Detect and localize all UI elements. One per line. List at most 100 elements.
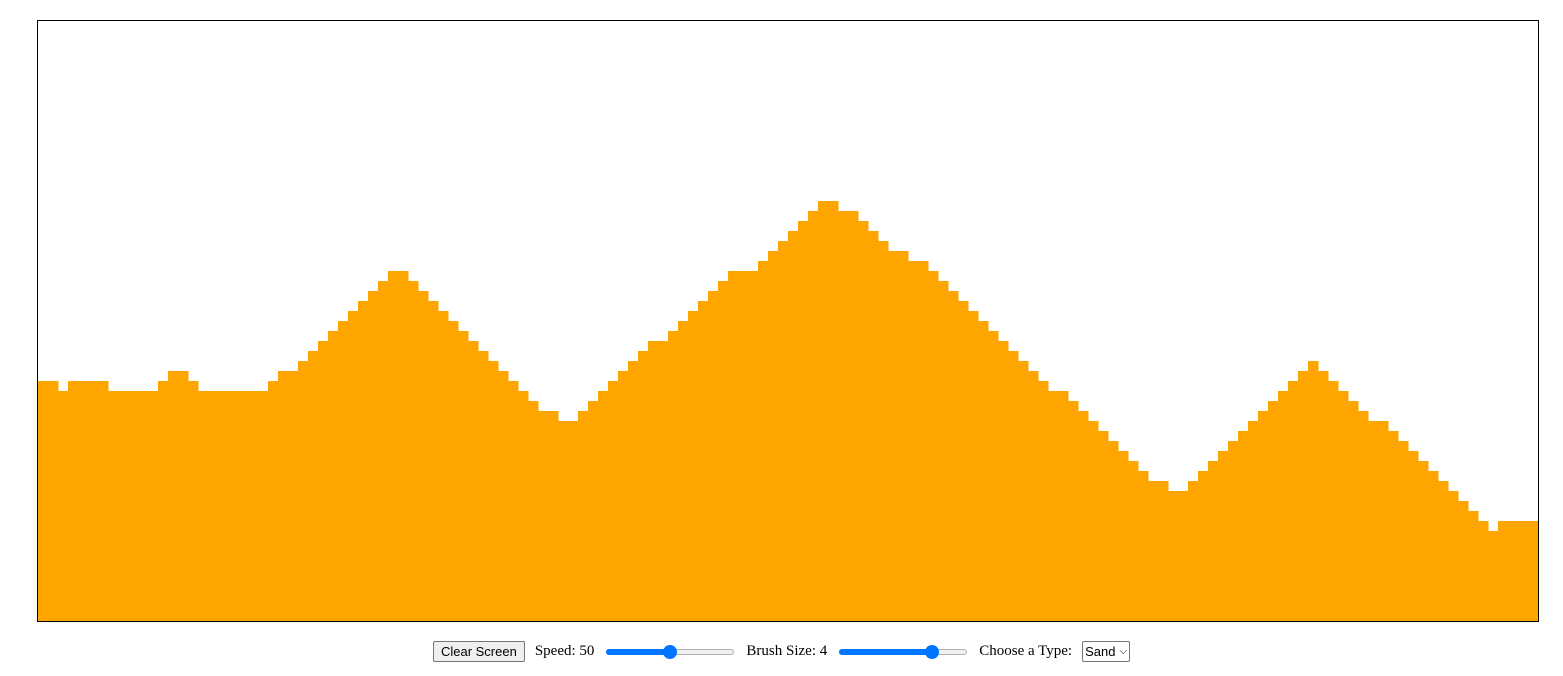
brush-size-slider[interactable] (839, 643, 968, 659)
sand-column (668, 331, 679, 621)
sand-column (1318, 371, 1329, 621)
sand-column (608, 381, 619, 621)
sand-canvas[interactable] (37, 20, 1539, 622)
sand-column (298, 361, 309, 621)
sand-column (178, 371, 189, 621)
sand-column (428, 301, 439, 621)
sand-column (1408, 451, 1419, 621)
sand-column (1248, 421, 1259, 621)
sand-column (638, 351, 649, 621)
sand-column (998, 341, 1009, 621)
sand-column (618, 371, 629, 621)
sand-column (208, 391, 219, 621)
sand-column (1468, 511, 1479, 621)
sand-column (818, 201, 829, 621)
sand-column (1518, 521, 1529, 621)
sand-column (968, 311, 979, 621)
sand-column (978, 321, 989, 621)
sand-column (1088, 421, 1099, 621)
sand-column (118, 391, 129, 621)
sand-column (708, 291, 719, 621)
sand-column (498, 371, 509, 621)
sand-column (1308, 361, 1319, 621)
sand-column (1368, 421, 1379, 621)
sand-column (948, 291, 959, 621)
sand-column (848, 211, 859, 621)
sand-column (578, 411, 589, 621)
sand-column (288, 371, 299, 621)
sand-column (758, 261, 769, 621)
sand-column (268, 381, 279, 621)
sand-column (1228, 441, 1239, 621)
sand-column (878, 241, 889, 621)
sand-column (48, 381, 59, 621)
sand-column (598, 391, 609, 621)
sand-column (1298, 371, 1309, 621)
sand-column (1358, 411, 1369, 621)
sand-column (1048, 391, 1059, 621)
sand-column (1238, 431, 1249, 621)
sand-column (158, 381, 169, 621)
sand-column (508, 381, 519, 621)
sand-column (1118, 451, 1129, 621)
sand-column (1288, 381, 1299, 621)
sand-column (568, 421, 579, 621)
sand-column (918, 261, 929, 621)
sand-column (1158, 481, 1169, 621)
sand-column (588, 401, 599, 621)
sand-column (1008, 351, 1019, 621)
sand-column (358, 301, 369, 621)
sand-column (1348, 401, 1359, 621)
sand-column (328, 331, 339, 621)
sand-column (88, 381, 99, 621)
sand-column (1488, 531, 1499, 621)
sand-column (728, 271, 739, 621)
sand-column (1108, 441, 1119, 621)
sand-column (248, 391, 259, 621)
sand-column (788, 231, 799, 621)
clear-screen-button[interactable]: Clear Screen (432, 640, 525, 662)
sand-column (1028, 371, 1039, 621)
sand-column (458, 331, 469, 621)
sand-column (898, 251, 909, 621)
sand-column (858, 221, 869, 621)
sand-canvas-drawing[interactable] (38, 21, 1538, 621)
sand-column (1078, 411, 1089, 621)
sand-column (388, 271, 399, 621)
brush-size-label: Brush Size: 4 (746, 642, 828, 659)
sand-column (828, 201, 839, 621)
sand-column (938, 281, 949, 621)
sand-column (658, 341, 669, 621)
sand-column (138, 391, 149, 621)
sand-column (1328, 381, 1339, 621)
sand-column (318, 341, 329, 621)
sand-column (1068, 401, 1079, 621)
type-select[interactable]: Sand ⌵ (1082, 640, 1131, 662)
sand-column (718, 281, 729, 621)
sand-column (308, 351, 319, 621)
speed-slider-thumb[interactable] (663, 645, 678, 659)
sand-column (398, 271, 409, 621)
sand-column (1428, 471, 1439, 621)
sand-column (1018, 361, 1029, 621)
sand-column (798, 221, 809, 621)
sand-column (1038, 381, 1049, 621)
sand-column (1268, 401, 1279, 621)
sand-column (488, 361, 499, 621)
control-bar: Clear Screen Speed: 50 Brush Size: 4 Cho… (0, 638, 1563, 664)
sand-column (768, 251, 779, 621)
speed-slider[interactable] (606, 643, 735, 659)
sand-column (958, 301, 969, 621)
sand-column (628, 361, 639, 621)
sand-column (688, 311, 699, 621)
sand-column (338, 321, 349, 621)
sand-column (1448, 491, 1459, 621)
sand-column (1388, 431, 1399, 621)
sand-column (908, 261, 919, 621)
sand-column (1498, 521, 1509, 621)
sand-column (1478, 521, 1489, 621)
brush-size-slider-thumb[interactable] (924, 645, 939, 659)
sand-column (888, 251, 899, 621)
sand-column (278, 371, 289, 621)
sand-column (438, 311, 449, 621)
